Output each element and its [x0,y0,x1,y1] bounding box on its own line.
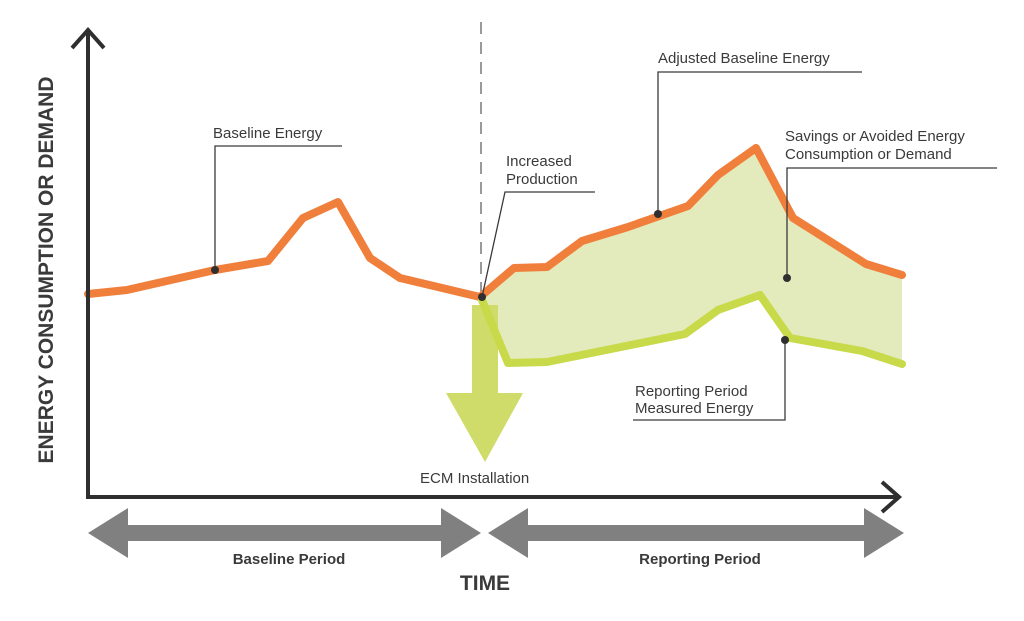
measured-energy-dot [781,336,789,344]
x-axis-arrow-icon [880,480,903,514]
savings-label-line2: Consumption or Demand [785,146,952,163]
increased-production-label-line2: Production [506,171,578,188]
y-axis-arrow-icon [70,26,106,50]
measured-energy-line [478,291,906,368]
annotation-dots [211,210,791,344]
savings-label-line1: Savings or Avoided Energy [785,128,965,145]
adjusted-baseline-line [476,144,906,301]
increased-production-leader [481,191,595,298]
adjusted-baseline-leader [657,71,862,214]
increased-production-dot [478,293,486,301]
measured-energy-label-line2: Measured Energy [635,400,754,417]
ecm-installation-label: ECM Installation [420,470,529,487]
y-axis-title: ENERGY CONSUMPTION OR DEMAND [35,77,58,464]
savings-area [482,148,902,363]
baseline-energy-dot [211,266,219,274]
baseline-energy-line [84,198,484,301]
baseline-period-arrow [88,508,481,558]
adjusted-baseline-dot [654,210,662,218]
baseline-period-label: Baseline Period [233,551,346,568]
measured-energy-leader [633,340,786,421]
annotation-leaders [214,71,997,421]
savings-dot [783,274,791,282]
adjusted-baseline-label: Adjusted Baseline Energy [658,50,830,67]
axes [70,26,903,514]
savings-leader [786,167,997,278]
reporting-period-label: Reporting Period [639,551,761,568]
measured-energy-label-line1: Reporting Period [635,383,748,400]
reporting-period-arrow [488,508,904,558]
increased-production-label-line1: Increased [506,153,572,170]
x-axis-title: TIME [460,572,510,595]
ecm-installation-arrow-icon [446,305,523,462]
baseline-energy-leader [214,145,342,270]
baseline-energy-label: Baseline Energy [213,125,323,142]
